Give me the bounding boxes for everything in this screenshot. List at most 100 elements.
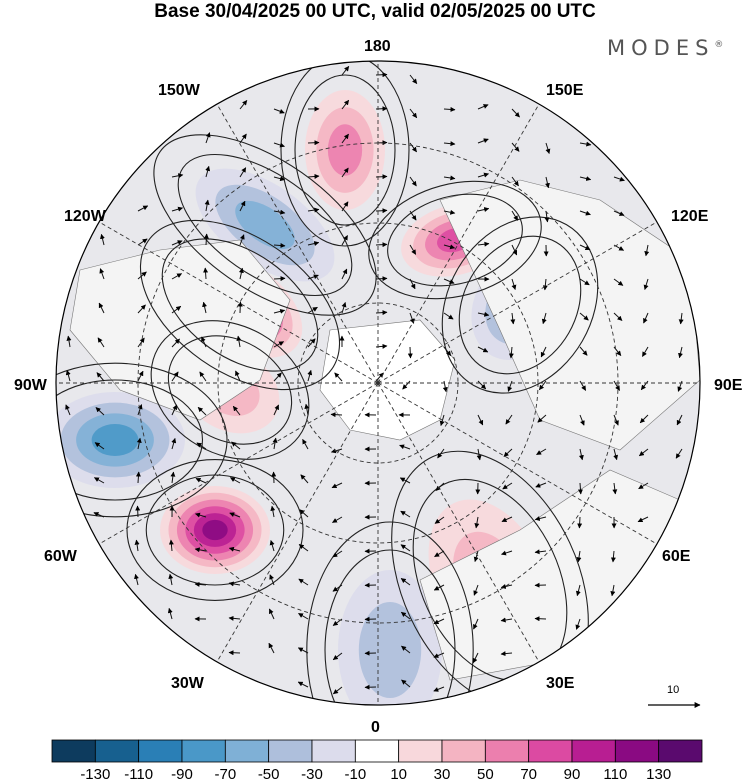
- lon-label-bottom: 0: [371, 719, 380, 736]
- lon-label-30e: 30E: [546, 675, 575, 692]
- lon-label-60e: 60E: [662, 548, 691, 565]
- wind-vector: [95, 407, 105, 416]
- wind-vector: [579, 244, 591, 251]
- wind-vector: [400, 510, 411, 518]
- wind-vector: [332, 550, 343, 558]
- colorbar-swatch: [441, 739, 486, 763]
- meridian-line: [98, 221, 379, 384]
- colorbar-tick-label: -90: [171, 766, 193, 783]
- wind-vector: [579, 414, 585, 426]
- colorbar: [51, 739, 703, 763]
- wind-vector: [613, 176, 625, 182]
- wind-vector: [269, 574, 275, 586]
- wind-vector: [307, 369, 313, 382]
- wind-vector: [477, 138, 489, 144]
- colorbar-tick-label: 50: [476, 766, 494, 783]
- wind-vector: [579, 312, 589, 321]
- wind-vector: [239, 167, 247, 178]
- wind-vector: [545, 142, 551, 154]
- wind-vector: [579, 346, 588, 356]
- wind-vector: [201, 336, 207, 348]
- wind-vector: [500, 651, 513, 657]
- wind-vector: [332, 584, 343, 592]
- wind-vector: [239, 200, 246, 212]
- wind-vector: [435, 482, 445, 491]
- anomaly-contour: [327, 124, 363, 176]
- colorbar-tick-label: 90: [563, 766, 581, 783]
- wind-vector: [407, 346, 413, 359]
- wind-vector: [171, 437, 177, 450]
- wind-vector: [171, 173, 184, 179]
- wind-vector: [535, 482, 547, 488]
- wind-vector: [443, 175, 456, 181]
- wind-vector: [511, 210, 519, 221]
- colorbar-tick-label: -30: [301, 766, 323, 783]
- wind-vector: [637, 516, 649, 523]
- wind-vector: [203, 233, 209, 246]
- wind-vector: [434, 516, 445, 524]
- wind-vector: [409, 142, 417, 153]
- wind-vector: [66, 335, 72, 348]
- colorbar-swatch: [268, 739, 313, 763]
- colorbar-tick-label: 110: [603, 766, 628, 783]
- streamline: [56, 379, 204, 501]
- wind-vector: [434, 550, 445, 558]
- wind-vector: [443, 278, 455, 284]
- wind-vector: [341, 65, 350, 76]
- wind-vector: [579, 210, 591, 216]
- wind-vector: [676, 414, 683, 426]
- wind-vector: [503, 448, 513, 457]
- wind-vector: [341, 235, 348, 246]
- wind-vector: [613, 414, 619, 426]
- wind-vector: [540, 346, 547, 358]
- wind-vector: [273, 276, 286, 282]
- wind-vector: [578, 448, 584, 461]
- wind-vector: [443, 312, 454, 320]
- wind-vector: [273, 176, 286, 182]
- wind-vector: [170, 471, 176, 484]
- wind-vector: [477, 311, 490, 317]
- wind-vector: [511, 108, 520, 118]
- anomaly-contour: [235, 200, 295, 250]
- wind-vector: [477, 346, 489, 353]
- wind-vector: [232, 405, 241, 416]
- wind-vector: [268, 642, 275, 654]
- wind-vector: [167, 607, 173, 620]
- colorbar-swatch: [311, 739, 356, 763]
- wind-vector: [93, 512, 105, 518]
- wind-vector: [341, 133, 349, 144]
- streamline: [280, 61, 410, 247]
- wind-vector: [477, 172, 489, 178]
- wind-vector: [610, 550, 616, 563]
- colorbar-tick-label: -50: [257, 766, 280, 783]
- wind-vector: [541, 312, 547, 325]
- wind-vector: [579, 176, 592, 182]
- wind-vector: [269, 539, 275, 552]
- wind-vector: [98, 302, 105, 314]
- wind-vector: [331, 482, 343, 489]
- modes-logo: MODES®: [607, 36, 723, 60]
- wind-vector: [297, 681, 309, 688]
- wind-vector: [239, 133, 247, 144]
- wind-vector: [575, 584, 581, 597]
- wind-vector: [433, 652, 445, 658]
- wind-vector: [298, 612, 309, 620]
- lon-label-top: 180: [364, 38, 391, 55]
- wind-vector: [168, 539, 174, 552]
- colorbar-swatch: [614, 739, 660, 763]
- colorbar-swatch: [398, 739, 443, 763]
- wind-vector: [300, 474, 309, 484]
- wind-vector: [194, 547, 207, 553]
- wind-vector: [228, 615, 241, 621]
- wind-vector: [443, 141, 456, 147]
- wind-vector: [477, 207, 490, 212]
- wind-vector: [236, 335, 242, 348]
- wind-vector: [640, 380, 649, 391]
- wind-vector: [135, 471, 141, 484]
- lon-label-120e: 120E: [671, 208, 709, 225]
- wind-vector: [273, 108, 285, 114]
- wind-vector: [678, 312, 684, 325]
- wind-vector: [341, 268, 348, 280]
- lon-label-150w: 150W: [158, 82, 200, 99]
